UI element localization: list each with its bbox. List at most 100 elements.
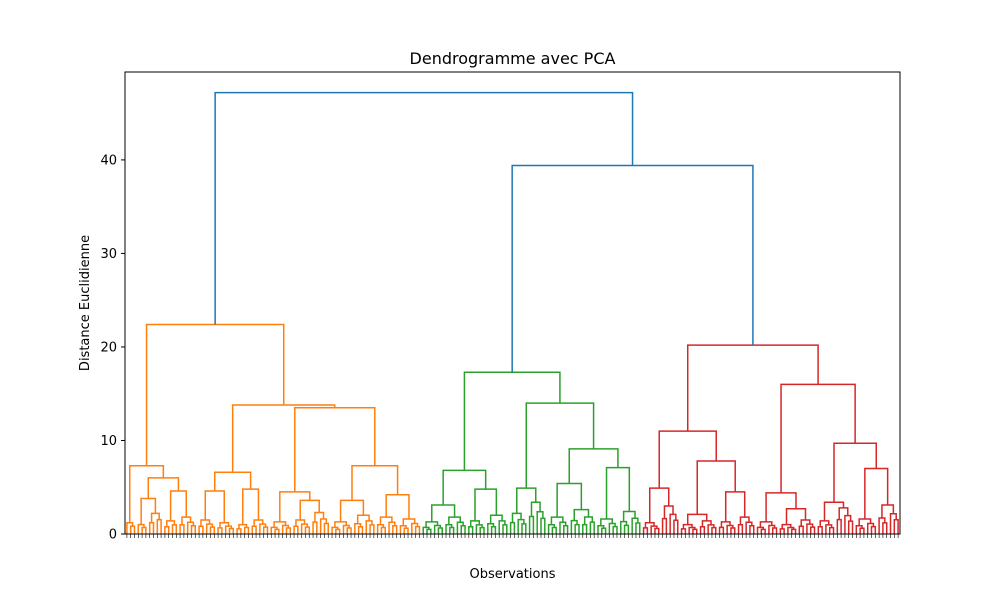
dendrogram-link-175: [800, 519, 811, 527]
dendrogram-link-196: [881, 504, 895, 519]
dendrogram-link-28: [243, 526, 250, 534]
dendrogram-link-39: [281, 524, 290, 534]
dendrogram-link-83: [445, 523, 453, 534]
dendrogram-link-7: [140, 497, 157, 525]
dendrogram-link-174: [806, 523, 814, 534]
dendrogram-link-18: [198, 525, 204, 534]
dendrogram-link-164: [756, 526, 764, 534]
dendrogram-link-92: [490, 526, 497, 534]
dendrogram-link-163: [760, 528, 766, 534]
y-axis: 0 10 20 30 40: [100, 153, 125, 543]
dendrogram-link-98: [442, 469, 487, 506]
dendrogram-link-102: [511, 512, 522, 523]
dendrogram-link-85: [456, 521, 464, 534]
dendrogram-link-29: [238, 523, 248, 529]
dendrogram-link-69: [414, 525, 421, 534]
dendrogram-link-35: [214, 471, 252, 491]
dendrogram-link-31: [262, 526, 269, 534]
dendrogram-link-194: [893, 519, 899, 534]
dendrogram-link-96: [489, 514, 503, 524]
dendrogram-link-138: [661, 517, 668, 534]
dendrogram-link-180: [825, 524, 833, 534]
dendrogram-link-25: [219, 522, 230, 528]
dendrogram-link-107: [516, 487, 537, 514]
dendrogram-link-137: [644, 522, 655, 528]
y-tick-label: 20: [100, 340, 117, 355]
dendrogram-link-22: [217, 527, 223, 534]
dendrogram-link-172: [798, 525, 804, 534]
dendrogram-link-17: [128, 464, 165, 523]
dendrogram-link-184: [844, 514, 852, 534]
dendrogram-link-178: [817, 526, 823, 534]
dendrogram-link-0: [129, 525, 136, 534]
dendrogram-link-57: [354, 522, 362, 534]
dendrogram-link-58: [369, 524, 375, 534]
dendrogram-link-84: [460, 525, 466, 534]
dendrogram-link-45: [312, 521, 318, 534]
dendrogram-link-52: [331, 526, 339, 534]
dendrogram-link-78: [422, 526, 430, 534]
dendrogram-link-185: [838, 507, 849, 520]
dendrogram-link-55: [334, 521, 348, 528]
dendrogram-link-173: [809, 526, 816, 534]
dendrogram-link-190: [866, 522, 875, 534]
dendrogram-link-37: [270, 526, 278, 534]
dendrogram-link-8: [164, 526, 170, 534]
dendrogram-link-20: [205, 523, 214, 534]
dendrogram-link-49: [299, 499, 320, 520]
dendrogram-link-54: [342, 524, 350, 534]
dendrogram-link-88: [468, 526, 474, 534]
dendrogram-link-168: [779, 528, 785, 534]
dendrogram-link-80: [433, 524, 442, 534]
dendrogram-link-136: [650, 525, 658, 534]
dendrogram-link-73: [351, 464, 399, 501]
dendrogram-link-6: [150, 512, 160, 523]
dendrogram-link-157: [749, 525, 755, 534]
dendrogram-link-153: [730, 527, 736, 534]
dendrogram-link-68: [399, 525, 407, 534]
dendrogram-link-89: [479, 526, 485, 534]
dendrogram-link-3: [137, 523, 145, 534]
dendrogram-link-141: [663, 505, 674, 519]
dendrogram-link-23: [228, 527, 235, 534]
dendrogram-link-113: [574, 523, 580, 534]
dendrogram-link-198: [833, 442, 878, 503]
dendrogram-link-56: [357, 526, 364, 534]
dendrogram-link-79: [437, 527, 443, 534]
dendrogram-link-27: [236, 528, 242, 534]
dendrogram-link-171: [781, 523, 792, 529]
dendrogram-link-111: [559, 521, 567, 534]
dendrogram-link-112: [550, 516, 564, 525]
dendrogram-link-181: [819, 520, 830, 527]
dendrogram-link-154: [726, 524, 734, 534]
dendrogram-link-117: [583, 516, 594, 525]
dendrogram-link-115: [582, 523, 588, 534]
dendrogram-link-109: [547, 523, 556, 534]
dendrogram-link-77: [426, 528, 432, 534]
dendrogram-link-156: [737, 523, 744, 534]
dendrogram-link-62: [380, 526, 386, 534]
dendrogram-link-95: [498, 520, 506, 534]
dendrogram-link-169: [790, 528, 797, 534]
dendrogram-link-104: [540, 517, 546, 534]
dendrogram-link-40: [273, 521, 287, 528]
dendrogram-link-202: [214, 91, 634, 325]
dendrogram-link-147: [699, 526, 706, 534]
dendrogram-link-131: [568, 448, 619, 484]
dendrogram-link-81: [425, 521, 439, 528]
dendrogram-link-101: [517, 518, 525, 534]
dendrogram-link-24: [224, 525, 233, 534]
dendrogram-link-167: [759, 521, 773, 528]
dendrogram-link-143: [680, 528, 687, 534]
dendrogram-link-149: [707, 524, 715, 534]
dendrogram-link-162: [658, 430, 717, 489]
dendrogram-link-126: [620, 520, 628, 534]
dendrogram-link-90: [475, 524, 483, 534]
dendrogram-link-148: [711, 526, 717, 534]
dendrogram-link-125: [623, 524, 630, 534]
dendrogram-link-42: [304, 526, 311, 534]
dendrogram-link-50: [279, 491, 311, 522]
y-tick-label: 0: [109, 528, 117, 543]
dendrogram-link-99: [509, 521, 516, 534]
